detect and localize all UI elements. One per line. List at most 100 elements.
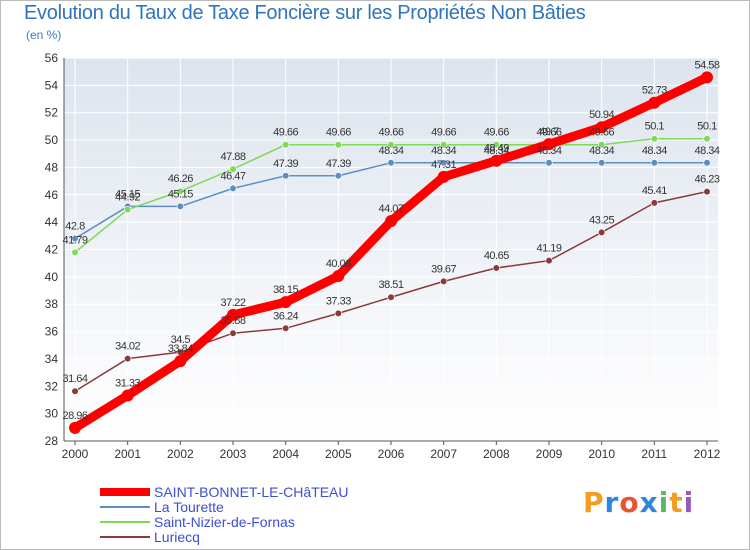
- y-tick-label: 44: [45, 215, 59, 229]
- data-label: 41.79: [62, 234, 87, 246]
- y-tick-label: 36: [45, 325, 59, 339]
- data-point: [595, 121, 608, 134]
- data-label: 31.33: [115, 377, 140, 389]
- y-tick-label: 50: [45, 133, 59, 147]
- data-label: 40.06: [326, 258, 351, 270]
- data-point: [648, 96, 661, 109]
- y-tick-label: 54: [45, 78, 59, 92]
- data-label: 46.23: [694, 174, 719, 186]
- data-label: 39.67: [431, 263, 456, 275]
- data-label: 45.41: [642, 185, 667, 197]
- data-label: 45.15: [168, 188, 193, 200]
- data-point: [174, 355, 187, 368]
- data-point: [124, 205, 132, 214]
- data-label: 48.34: [484, 145, 509, 157]
- y-tick-label: 38: [45, 297, 59, 311]
- y-tick-label: 52: [45, 106, 59, 120]
- data-label: 43.25: [589, 214, 614, 226]
- data-point: [598, 159, 606, 167]
- data-point: [121, 389, 134, 402]
- y-tick-label: 48: [45, 160, 59, 174]
- x-tick-label: 2009: [536, 447, 563, 461]
- data-point: [545, 256, 553, 265]
- legend-label: Saint-Nizier-de-Fornas: [154, 514, 295, 530]
- data-point: [492, 141, 500, 149]
- data-label: 50.1: [645, 121, 665, 133]
- data-label: 48.34: [694, 145, 719, 157]
- data-label: 31.64: [62, 373, 87, 385]
- y-tick-label: 28: [45, 434, 59, 448]
- data-label: 44.92: [115, 192, 140, 204]
- brand-letter: i: [683, 486, 695, 519]
- brand-letter: P: [583, 486, 605, 519]
- data-point: [440, 277, 448, 285]
- data-point: [387, 293, 395, 301]
- data-point: [71, 387, 79, 395]
- data-label: 44.07: [378, 203, 403, 215]
- legend-label: Luriecq: [154, 529, 200, 545]
- data-label: 49.7: [539, 126, 559, 138]
- y-tick-label: 56: [45, 51, 59, 65]
- data-point: [176, 187, 184, 195]
- data-label: 41.19: [536, 243, 561, 255]
- x-tick-label: 2003: [220, 447, 247, 461]
- data-point: [229, 165, 237, 173]
- data-label: 33.84: [168, 343, 193, 355]
- data-point: [598, 141, 606, 149]
- data-label: 34.5: [171, 334, 191, 346]
- x-tick-label: 2001: [114, 447, 141, 461]
- data-label: 48.34: [642, 145, 667, 157]
- chart-title: Evolution du Taux de Taxe Foncière sur l…: [24, 2, 586, 24]
- data-label: 48.34: [378, 145, 403, 157]
- brand-letter: t: [669, 486, 684, 519]
- brand-letter: x: [639, 486, 659, 519]
- x-tick-label: 2005: [325, 447, 352, 461]
- x-tick-label: 2011: [641, 447, 667, 461]
- data-label: 28.96: [62, 410, 87, 422]
- x-tick-label: 2008: [483, 447, 510, 461]
- data-label: 34.02: [115, 341, 140, 353]
- data-point: [229, 184, 237, 192]
- data-point: [69, 421, 81, 434]
- data-point: [332, 270, 345, 283]
- data-point: [176, 202, 184, 211]
- data-point: [227, 308, 239, 321]
- data-label: 49.66: [326, 127, 351, 139]
- legend-label: La Tourette: [154, 499, 224, 515]
- legend-swatch: [100, 536, 150, 538]
- data-label: 48.34: [431, 145, 456, 157]
- data-point: [334, 172, 342, 180]
- data-point: [650, 135, 658, 143]
- legend-swatch: [100, 521, 150, 523]
- data-label: 37.33: [326, 295, 351, 307]
- data-point: [490, 154, 503, 167]
- brand-letter: i: [658, 486, 670, 519]
- data-point: [385, 215, 397, 228]
- data-label: 48.34: [589, 145, 614, 157]
- data-label: 38.15: [273, 284, 298, 296]
- data-point: [650, 199, 658, 207]
- x-tick-label: 2002: [167, 447, 194, 461]
- data-label: 50.1: [697, 121, 717, 133]
- data-point: [701, 71, 713, 84]
- data-label: 47.88: [220, 151, 245, 163]
- data-label: 46.47: [220, 170, 245, 182]
- data-point: [703, 159, 711, 167]
- x-tick-label: 2010: [588, 447, 615, 461]
- x-tick-label: 2012: [694, 447, 721, 461]
- data-label: 38.51: [378, 279, 403, 291]
- brand-letter: o: [619, 486, 640, 519]
- data-point: [598, 228, 606, 237]
- data-label: 50.94: [589, 109, 614, 121]
- data-label: 49.66: [589, 127, 614, 139]
- data-point: [650, 159, 658, 167]
- x-tick-label: 2000: [62, 447, 89, 461]
- data-point: [71, 248, 79, 256]
- data-point: [279, 296, 292, 309]
- data-label: 36.24: [273, 310, 298, 322]
- x-tick-label: 2007: [430, 447, 457, 461]
- brand-letter: r: [604, 486, 620, 519]
- data-point: [543, 138, 555, 151]
- data-point: [387, 141, 395, 149]
- data-point: [334, 309, 342, 317]
